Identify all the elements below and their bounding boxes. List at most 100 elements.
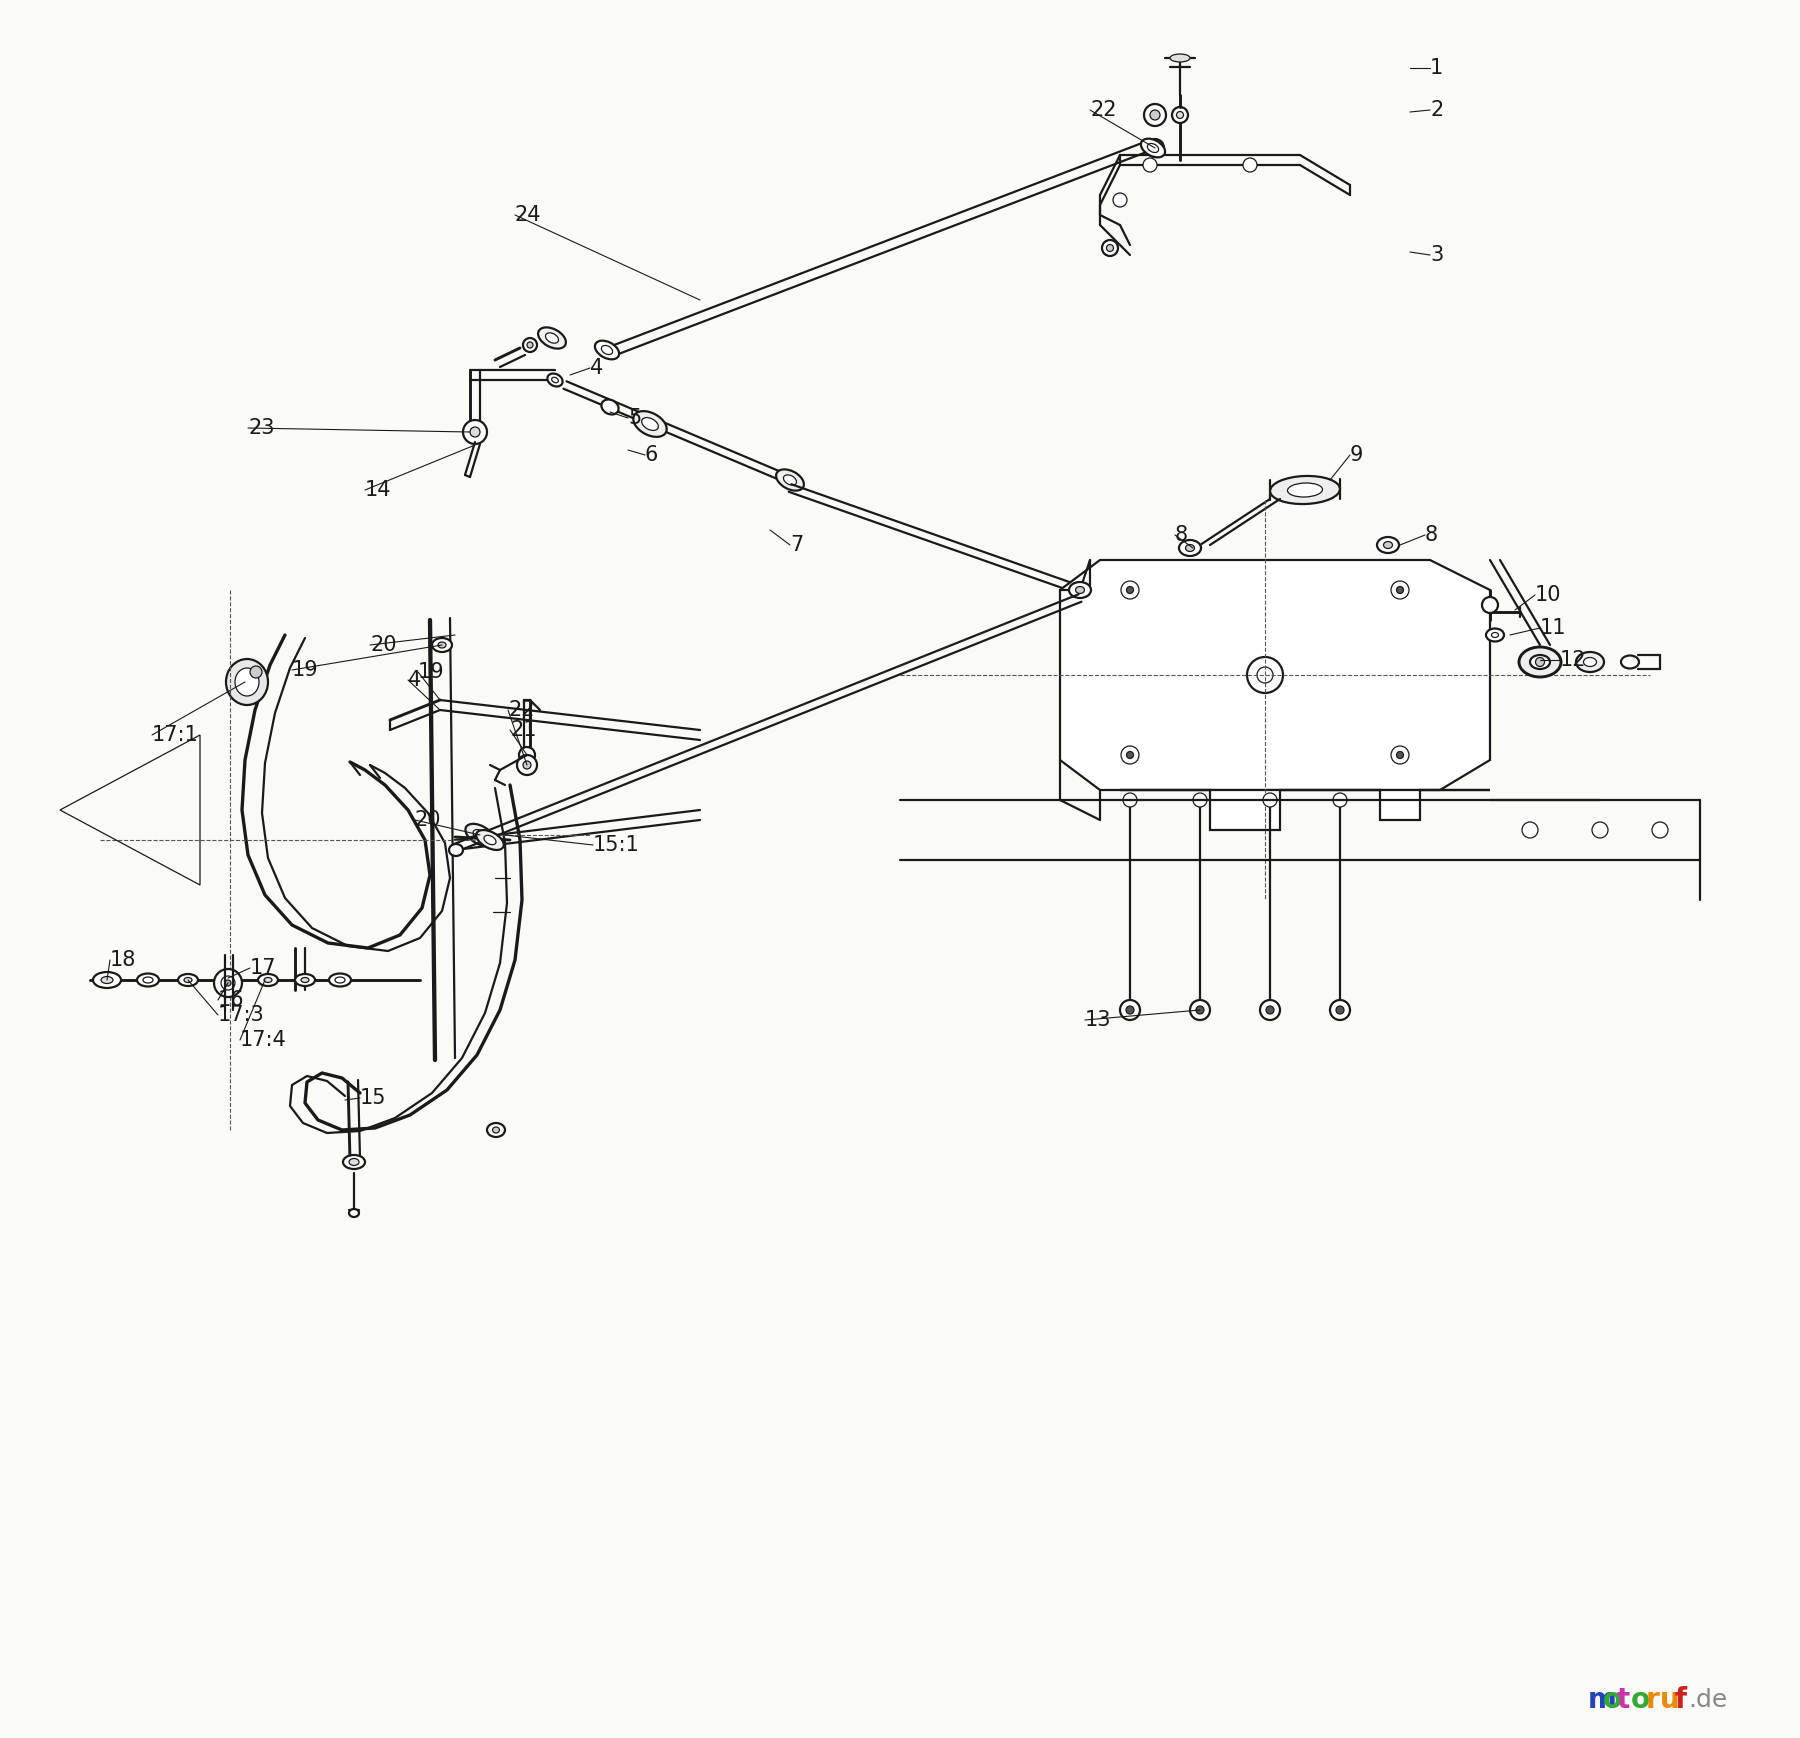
Ellipse shape <box>601 400 619 414</box>
Text: 1: 1 <box>1429 57 1444 78</box>
Ellipse shape <box>547 374 563 386</box>
Ellipse shape <box>524 337 536 353</box>
Text: 2: 2 <box>1429 101 1444 120</box>
Circle shape <box>1143 158 1157 172</box>
Text: 7: 7 <box>790 535 803 554</box>
Text: 8: 8 <box>1426 525 1438 546</box>
Text: 20: 20 <box>416 810 441 831</box>
Circle shape <box>1244 158 1256 172</box>
Circle shape <box>1195 1006 1204 1013</box>
Circle shape <box>1391 580 1409 600</box>
Text: 23: 23 <box>248 419 274 438</box>
Text: 12: 12 <box>1561 650 1586 671</box>
Circle shape <box>1121 746 1139 765</box>
Ellipse shape <box>184 977 193 982</box>
Text: 16: 16 <box>218 991 245 1010</box>
Ellipse shape <box>1069 582 1091 598</box>
Circle shape <box>1336 1006 1345 1013</box>
Ellipse shape <box>94 972 121 987</box>
Text: 3: 3 <box>1429 245 1444 264</box>
Circle shape <box>1123 793 1138 806</box>
Ellipse shape <box>349 1159 358 1166</box>
Ellipse shape <box>551 377 558 382</box>
Circle shape <box>1112 193 1127 207</box>
Ellipse shape <box>1487 629 1505 641</box>
Ellipse shape <box>1384 542 1393 549</box>
Ellipse shape <box>473 829 486 841</box>
Ellipse shape <box>1535 657 1544 666</box>
Ellipse shape <box>1170 54 1190 63</box>
Text: 10: 10 <box>1535 586 1562 605</box>
Circle shape <box>1391 746 1409 765</box>
Ellipse shape <box>1492 633 1498 638</box>
Circle shape <box>1330 999 1350 1020</box>
Ellipse shape <box>448 845 463 857</box>
Ellipse shape <box>1287 483 1323 497</box>
Circle shape <box>518 747 535 763</box>
Text: 15: 15 <box>360 1088 387 1109</box>
Text: 11: 11 <box>1541 619 1566 638</box>
Ellipse shape <box>470 428 481 436</box>
Ellipse shape <box>437 641 446 648</box>
Circle shape <box>1265 1006 1274 1013</box>
Ellipse shape <box>349 1210 358 1217</box>
Text: r: r <box>1645 1686 1660 1714</box>
Ellipse shape <box>527 342 533 348</box>
Ellipse shape <box>1107 245 1114 252</box>
Text: u: u <box>1660 1686 1679 1714</box>
Text: 22: 22 <box>508 700 535 720</box>
Text: 14: 14 <box>365 480 392 501</box>
Ellipse shape <box>783 474 797 485</box>
Ellipse shape <box>137 973 158 987</box>
Text: 22: 22 <box>1091 101 1116 120</box>
Text: 5: 5 <box>628 408 641 428</box>
Ellipse shape <box>227 659 268 706</box>
Ellipse shape <box>236 667 259 695</box>
Text: 17:3: 17:3 <box>218 1005 265 1025</box>
Text: o: o <box>1602 1686 1622 1714</box>
Circle shape <box>1334 793 1346 806</box>
Circle shape <box>1256 667 1273 683</box>
Ellipse shape <box>1147 144 1159 153</box>
Ellipse shape <box>601 346 612 355</box>
Text: 15:1: 15:1 <box>592 834 639 855</box>
Ellipse shape <box>301 977 310 982</box>
Text: 17:4: 17:4 <box>239 1031 286 1050</box>
Ellipse shape <box>477 831 504 850</box>
Circle shape <box>1260 999 1280 1020</box>
Ellipse shape <box>776 469 805 490</box>
Ellipse shape <box>1519 647 1561 678</box>
Ellipse shape <box>221 977 236 991</box>
Circle shape <box>1127 1006 1134 1013</box>
Ellipse shape <box>432 638 452 652</box>
Ellipse shape <box>1177 111 1184 118</box>
Ellipse shape <box>1271 476 1339 504</box>
Ellipse shape <box>493 1126 500 1133</box>
Text: 20: 20 <box>371 634 396 655</box>
Text: 9: 9 <box>1350 445 1363 466</box>
Circle shape <box>1481 596 1498 614</box>
Polygon shape <box>1120 791 1490 831</box>
Ellipse shape <box>1102 240 1118 255</box>
Ellipse shape <box>517 754 536 775</box>
Ellipse shape <box>1179 541 1201 556</box>
Ellipse shape <box>634 412 666 436</box>
Text: 19: 19 <box>292 660 319 680</box>
Ellipse shape <box>1172 108 1188 123</box>
Ellipse shape <box>538 327 565 349</box>
Ellipse shape <box>463 421 488 443</box>
Text: 17:1: 17:1 <box>151 725 198 746</box>
Circle shape <box>1523 822 1537 838</box>
Ellipse shape <box>466 824 495 846</box>
Ellipse shape <box>545 334 558 342</box>
Ellipse shape <box>335 977 346 984</box>
Ellipse shape <box>1377 537 1399 553</box>
Circle shape <box>250 666 263 678</box>
Circle shape <box>1591 822 1607 838</box>
Text: 8: 8 <box>1175 525 1188 546</box>
Circle shape <box>1397 586 1404 593</box>
Ellipse shape <box>1622 655 1640 669</box>
Ellipse shape <box>641 417 659 431</box>
Ellipse shape <box>295 973 315 985</box>
Text: 21: 21 <box>509 720 536 740</box>
